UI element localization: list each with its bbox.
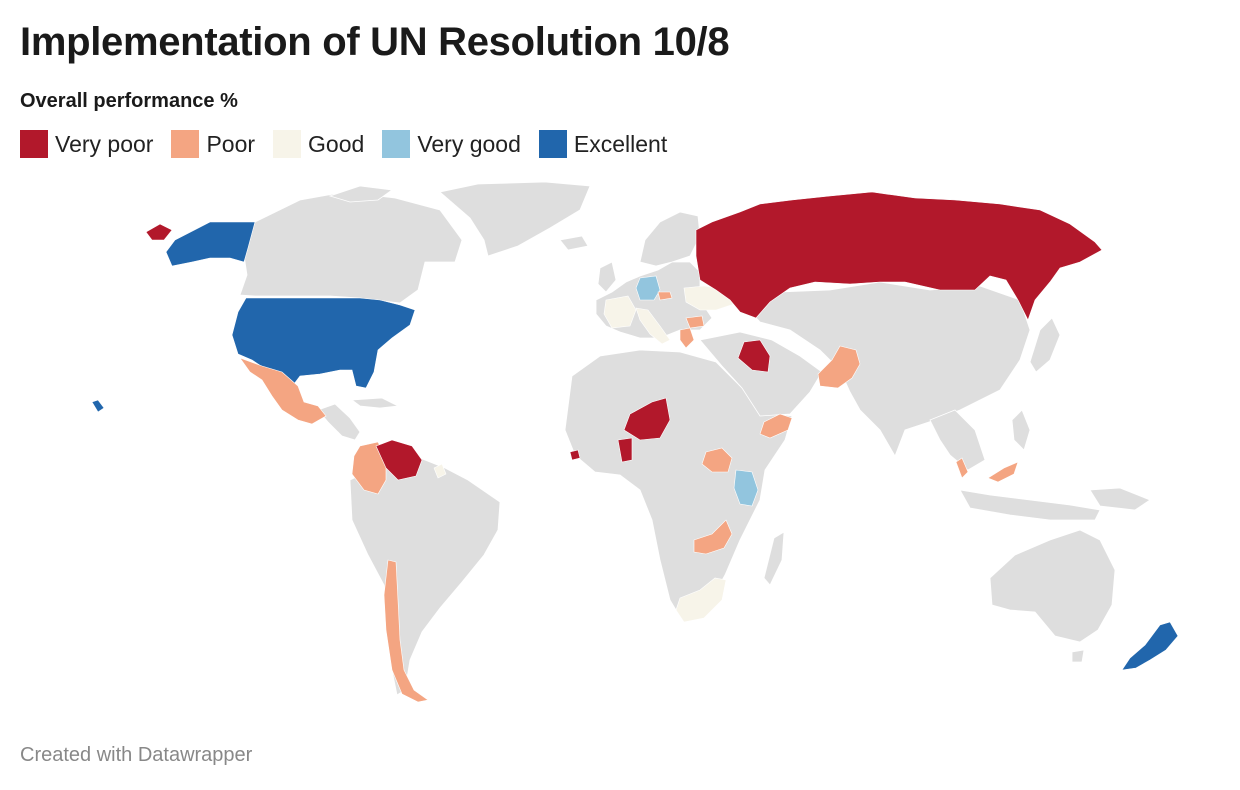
land-scandinavia: [639, 211, 701, 267]
land-iceland: [559, 235, 589, 251]
legend-item-excellent: Excellent: [538, 130, 668, 158]
legend-swatch-poor: [171, 130, 200, 158]
country-mexico: [239, 357, 327, 425]
legend-item-poor: Poor: [171, 130, 255, 158]
legend-item-good: Good: [273, 130, 364, 158]
land-japan: [1029, 317, 1061, 373]
land-canada: [239, 191, 463, 304]
legend-label-very-poor: Very poor: [55, 130, 154, 157]
land-tasmania: [1071, 649, 1085, 663]
land-middle-east: [699, 331, 823, 417]
land-philippines: [1011, 409, 1031, 451]
country-bulgaria: [685, 315, 705, 329]
legend-title: Overall performance %: [20, 90, 238, 112]
legend-swatch-excellent: [538, 130, 567, 158]
legend-label-poor: Poor: [206, 130, 256, 157]
country-germany: [635, 275, 661, 301]
country-hawaii: [91, 399, 105, 413]
country-yemen: [759, 413, 793, 439]
country-kenya: [733, 469, 759, 507]
country-iraq: [737, 339, 771, 373]
land-central-america: [317, 403, 361, 441]
country-france: [603, 295, 637, 329]
land-arctic-islands: [328, 185, 394, 203]
country-chile: [383, 559, 429, 703]
legend-swatch-very-poor: [20, 130, 48, 158]
footer-credit: Created with Datawrapper: [20, 744, 253, 766]
legend-label-very-good: Very good: [417, 130, 521, 157]
country-zambia: [693, 519, 733, 555]
country-czechia: [657, 291, 673, 301]
legend-item-very-poor: Very poor: [20, 130, 153, 158]
land-greenland: [439, 181, 591, 257]
land-cuba: [350, 397, 400, 409]
land-madagascar: [763, 531, 785, 586]
country-liberia: [569, 449, 581, 461]
country-malaysia-peninsula: [955, 457, 969, 479]
legend-swatch-good: [273, 130, 302, 158]
land-indonesia: [959, 489, 1101, 521]
country-south-africa: [675, 577, 727, 623]
country-united-states: [231, 297, 416, 393]
country-guyana: [433, 463, 447, 479]
land-south-america: [349, 457, 501, 696]
country-italy: [635, 307, 671, 345]
country-new-zealand: [1121, 621, 1179, 671]
country-russia: [695, 191, 1103, 321]
land-uk: [597, 261, 617, 293]
legend-swatch-very-good: [382, 130, 411, 158]
country-russia-chukotka: [145, 223, 173, 241]
country-burkina-faso: [617, 437, 633, 463]
chart-title: Implementation of UN Resolution 10/8: [20, 20, 730, 64]
country-greece: [679, 327, 695, 349]
legend-label-excellent: Excellent: [573, 130, 668, 157]
country-malaysia-borneo: [987, 461, 1019, 483]
legend-item-very-good: Very good: [382, 130, 521, 158]
country-venezuela: [375, 439, 423, 481]
country-south-sudan: [701, 447, 733, 473]
highlighted-countries: [91, 191, 1179, 703]
land-se-asia: [929, 409, 986, 471]
country-niger: [623, 397, 671, 441]
world-map: [91, 181, 1179, 703]
land-africa: [564, 349, 793, 621]
country-alaska: [165, 221, 256, 267]
legend: Very poor Poor Good Very good Excellent: [20, 130, 685, 158]
land-australia: [989, 529, 1116, 643]
country-pakistan: [817, 345, 861, 389]
legend-label-good: Good: [308, 130, 365, 157]
land-new-guinea: [1089, 487, 1151, 511]
